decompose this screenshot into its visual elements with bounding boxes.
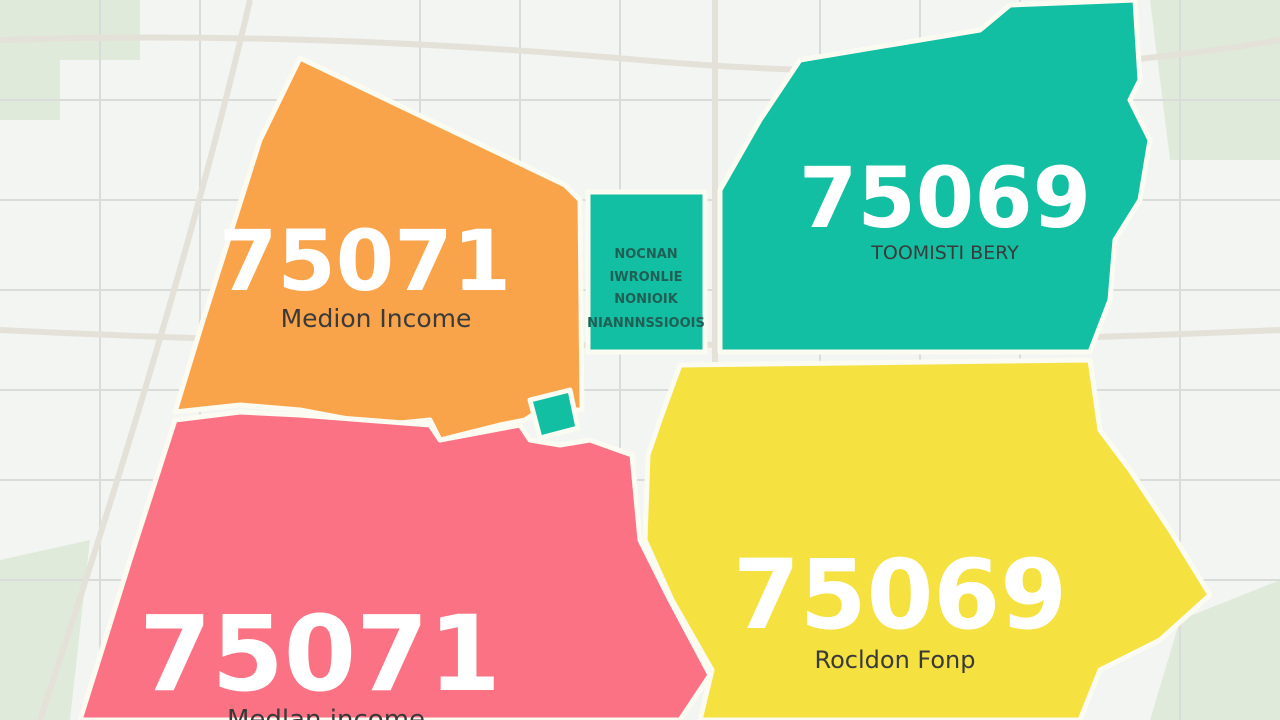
zip-label: 75069 [733,539,1067,651]
zip-label: 75071 [139,593,501,715]
region-label: TOOMISTI BERY [870,242,1019,264]
region-75071-south [77,409,713,720]
region-75069-south [642,357,1213,720]
center-label: NOCNAN [614,247,677,262]
center-label: NIANNNSSIOOIS [587,316,705,331]
zip-label: 75069 [799,149,1091,247]
region-label: Rocldon Fonp [815,646,976,674]
center-label: IWRONLIE [609,270,682,285]
park [1150,0,1280,160]
region-label: Medlan income [227,705,425,720]
region-center [585,189,708,355]
zip-label: 75071 [219,212,511,310]
labels: 75071 Medion Income 75069 TOOMISTI BERY … [139,149,1091,720]
zip-regions [77,0,1213,720]
park [0,0,140,120]
region-75069-north [717,0,1153,355]
park [0,540,90,720]
region-small [527,387,581,441]
park [1150,580,1280,720]
region-label: Medion Income [281,304,472,333]
center-label: NONIOIK [614,292,679,307]
